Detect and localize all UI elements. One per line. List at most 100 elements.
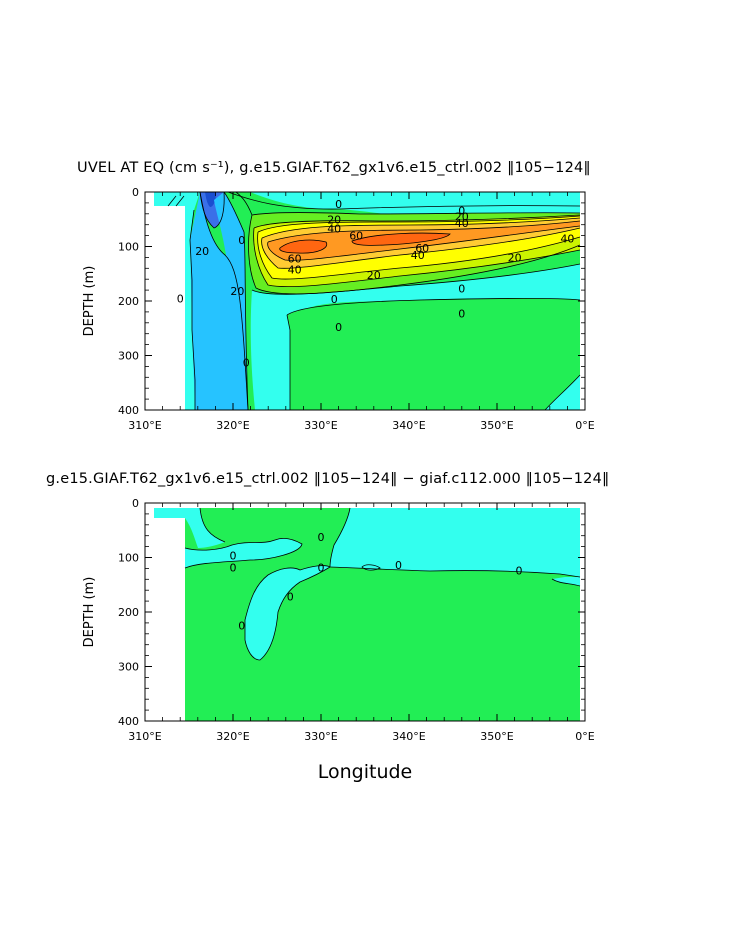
contour-fill (185, 538, 302, 568)
y-tick-label: 300 (118, 350, 139, 363)
contour-label: 20 (367, 269, 381, 282)
contour-label: 20 (508, 251, 522, 264)
contour-label: 40 (411, 249, 425, 262)
contour-label: 20 (195, 245, 209, 258)
contour-line (199, 507, 226, 543)
contour-line (286, 298, 581, 316)
x-tick-label: 320°E (216, 730, 249, 743)
contour-label: 60 (288, 252, 302, 265)
contour-fill (250, 264, 580, 410)
contour-label: 20 (455, 211, 469, 224)
x-tick-label: 0°E (575, 730, 594, 743)
contour-line (227, 192, 581, 210)
contour-label: 0 (335, 198, 342, 211)
contour-label: 0 (287, 591, 294, 604)
panel-2-contour-lines (184, 507, 581, 661)
contour-label: 20 (230, 285, 244, 298)
contour-line (223, 192, 249, 410)
contour-line (167, 195, 185, 207)
y-axis-title: DEPTH (m) (82, 266, 97, 337)
contour-line (286, 314, 291, 410)
contour-line (251, 212, 581, 216)
contour-label: 0 (516, 565, 523, 578)
contour-label: 40 (455, 217, 469, 230)
contour-label: 0 (318, 531, 325, 544)
x-axis-title: Longitude (318, 761, 413, 783)
contour-fill (214, 192, 248, 410)
contour-label: 0 (238, 620, 245, 633)
y-tick-label: 100 (118, 552, 139, 565)
contour-fill (352, 233, 450, 246)
contour-fill (552, 577, 580, 586)
contour-fill (279, 240, 327, 254)
contour-fill (198, 508, 580, 577)
chart-title-text: UVEL AT EQ (cm s⁻¹), g.e15.GIAF.T62_gx1v… (77, 160, 591, 176)
y-tick-label: 200 (118, 295, 139, 308)
contour-label: 0 (458, 308, 465, 321)
contour-label: 0 (458, 282, 465, 295)
contour-line (361, 564, 381, 571)
chart-title: g.e15.GIAF.T62_gx1v6.e15_ctrl.002 ‖105−1… (46, 471, 609, 487)
contour-line (184, 537, 303, 569)
contour-label: 40 (327, 223, 341, 236)
contour-line (257, 215, 581, 233)
panel-1-contour-lines (167, 192, 581, 410)
y-tick-label: 300 (118, 661, 139, 674)
x-tick-label: 350°E (480, 419, 513, 432)
contour-line (189, 209, 196, 410)
contour-fill (185, 508, 225, 548)
contour-label: 0 (177, 292, 184, 305)
contour-label: 60 (415, 242, 429, 255)
contour-label: 0 (243, 357, 250, 370)
y-axis-title: DEPTH (m) (82, 577, 97, 648)
contour-line (257, 231, 581, 280)
contour-label: 0 (238, 234, 245, 247)
contour-line (199, 192, 249, 410)
x-tick-label: 340°E (392, 419, 425, 432)
contour-line (267, 225, 581, 261)
contour-line (329, 507, 351, 568)
contour-line (261, 217, 581, 239)
contour-line (261, 227, 581, 269)
contour-line (199, 192, 225, 229)
contour-label: 40 (288, 263, 302, 276)
contour-label: 0 (335, 321, 342, 334)
x-tick-label: 350°E (480, 730, 513, 743)
x-tick-label: 320°E (216, 419, 249, 432)
contour-fill (180, 192, 200, 410)
y-tick-label: 0 (132, 186, 139, 199)
x-tick-label: 340°E (392, 730, 425, 743)
x-tick-label: 330°E (304, 730, 337, 743)
y-tick-label: 0 (132, 497, 139, 510)
x-tick-label: 0°E (575, 419, 594, 432)
contour-line (279, 239, 328, 254)
contour-line (267, 220, 581, 243)
panel-2-axes: 310°E 320°E 330°E 340°E 350°E 0°E 0 100 200 300 40… (118, 497, 595, 743)
contour-fill (245, 565, 330, 660)
contour-line (551, 578, 581, 587)
contour-label: 0 (331, 293, 338, 306)
y-tick-label: 200 (118, 606, 139, 619)
contour-label: 0 (230, 549, 237, 562)
chart-title: UVEL AT EQ (cm s⁻¹), g.e15.GIAF.T62_gx1v… (77, 160, 591, 176)
y-tick-label: 400 (118, 404, 139, 417)
contour-label: 60 (349, 230, 363, 243)
x-tick-label: 310°E (128, 730, 161, 743)
contour-line (329, 566, 581, 578)
contour-label: 40 (560, 232, 574, 245)
contour-line (544, 374, 581, 410)
contour-label: 20 (327, 213, 341, 226)
contour-fill (287, 298, 580, 410)
x-tick-label: 330°E (304, 419, 337, 432)
y-tick-label: 100 (118, 241, 139, 254)
x-tick-label: 310°E (128, 419, 161, 432)
contour-fill (190, 192, 248, 410)
contour-line (253, 227, 581, 288)
contour-fill (154, 508, 186, 518)
contour-label: 0 (230, 561, 237, 574)
contour-fill (228, 192, 580, 210)
contour-label: 0 (458, 205, 465, 218)
